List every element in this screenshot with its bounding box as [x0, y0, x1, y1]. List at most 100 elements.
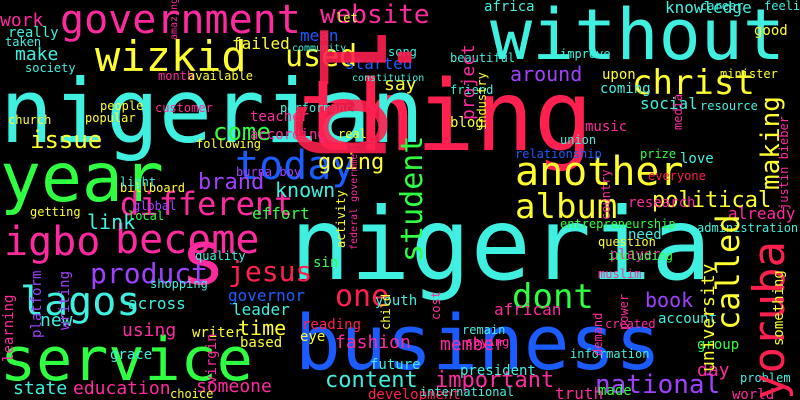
word-muslim: muslim: [598, 267, 642, 281]
word-africa: africa: [484, 0, 535, 15]
word-thing: thing: [298, 60, 594, 174]
word-information: information: [570, 347, 650, 361]
word-made: made: [598, 383, 632, 399]
word-another: another: [515, 149, 684, 195]
word-started: started: [345, 54, 413, 73]
word-coming: coming: [600, 81, 651, 97]
word-s: s: [180, 213, 226, 302]
word-going: going: [318, 150, 385, 175]
word-dont: dont: [512, 277, 594, 317]
word-wizkid: wizkid: [95, 32, 247, 81]
word-everyone: everyone: [648, 169, 706, 183]
word-something: something: [771, 270, 787, 346]
word-billboard: billboard: [120, 181, 186, 195]
word-christ: christ: [632, 63, 755, 103]
word-getting: getting: [30, 205, 81, 219]
word-improve: improve: [560, 47, 611, 61]
word-make: make: [15, 44, 59, 65]
word-link: link: [87, 210, 136, 234]
word-governor: governor: [228, 286, 306, 305]
word-nigerian: nigerian: [0, 60, 424, 163]
word-love: love: [680, 151, 714, 167]
word-failed: failed: [232, 34, 290, 53]
word-across: across: [128, 294, 186, 313]
word-people: people: [100, 99, 144, 113]
word-grace: grace: [110, 347, 153, 363]
word-amazing: amazing: [169, 0, 180, 40]
word-following: following: [196, 137, 262, 151]
word-state: state: [13, 378, 68, 399]
word-member: member: [440, 334, 506, 355]
word-ig: ig: [291, 20, 430, 165]
word-album: album: [515, 187, 618, 227]
word-sin: sin: [313, 255, 339, 271]
word-song: song: [388, 45, 417, 59]
word-time: time: [238, 316, 287, 340]
word-local: local: [128, 209, 165, 223]
word-used: used: [285, 39, 358, 74]
word-country: country: [599, 169, 613, 220]
word-justin-bieber: justin bieber: [777, 116, 791, 210]
word-demand: demand: [591, 312, 605, 356]
word-remain: remain: [462, 323, 506, 337]
word-brand: brand: [198, 170, 265, 195]
word-one: one: [335, 279, 390, 314]
word-around: around: [510, 62, 583, 86]
word-important: important: [435, 368, 555, 393]
word-power: power: [617, 293, 631, 330]
word-administration: administration: [697, 221, 799, 235]
word-someone: someone: [196, 376, 272, 397]
word-group: group: [697, 337, 740, 353]
word-social: social: [640, 94, 698, 113]
word-known: known: [275, 178, 336, 202]
word-mean: mean: [300, 26, 339, 45]
word-industry: industry: [475, 72, 489, 130]
word-customer: customer: [155, 101, 213, 115]
word-university: university: [698, 263, 719, 372]
word-different: different: [120, 185, 294, 223]
word-society: society: [25, 61, 76, 75]
word-jesus: jesus: [228, 255, 313, 288]
word-writer: writer: [192, 325, 243, 341]
word-education: education: [73, 378, 171, 399]
word-church: church: [8, 113, 52, 127]
word-national: national: [595, 370, 721, 400]
word-resource: resource: [700, 99, 758, 113]
word-come: come: [213, 118, 271, 146]
word-union: union: [560, 133, 597, 147]
word-teacher: teacher: [250, 109, 310, 125]
word-truth: truth: [555, 384, 604, 400]
word-player: player: [610, 247, 661, 263]
word-available: available: [188, 69, 254, 83]
word-feeling: feeling: [764, 0, 800, 13]
word-say: say: [384, 74, 417, 95]
word-light: light: [120, 175, 157, 189]
word-let: let: [336, 11, 358, 25]
word-global: global: [133, 199, 177, 213]
word-beautiful: beautiful: [450, 51, 516, 65]
word-quality: quality: [195, 249, 246, 263]
word-blog: blog: [450, 115, 484, 131]
word-media: media: [671, 93, 685, 130]
word-website: website: [320, 0, 430, 30]
word-shopping: shopping: [150, 277, 208, 291]
word-international: international: [420, 385, 514, 399]
word-leader: leader: [232, 300, 290, 319]
word-using: using: [122, 320, 177, 341]
word-learning: learning: [1, 294, 17, 362]
word-fashion: fashion: [335, 332, 411, 353]
word-according: according: [250, 127, 326, 143]
word-book: book: [645, 288, 694, 312]
word-president: president: [460, 363, 536, 379]
word-day: day: [697, 360, 730, 381]
word-african: african: [494, 300, 562, 319]
word-account: account: [658, 311, 718, 327]
word-today: today: [235, 143, 356, 189]
word-problem: problem: [740, 371, 791, 385]
word-development: development: [368, 387, 461, 400]
word-constitution: constitution: [352, 73, 425, 84]
word-good: good: [754, 23, 788, 39]
word-upon: upon: [602, 67, 636, 83]
word-effort: effort: [252, 204, 310, 223]
